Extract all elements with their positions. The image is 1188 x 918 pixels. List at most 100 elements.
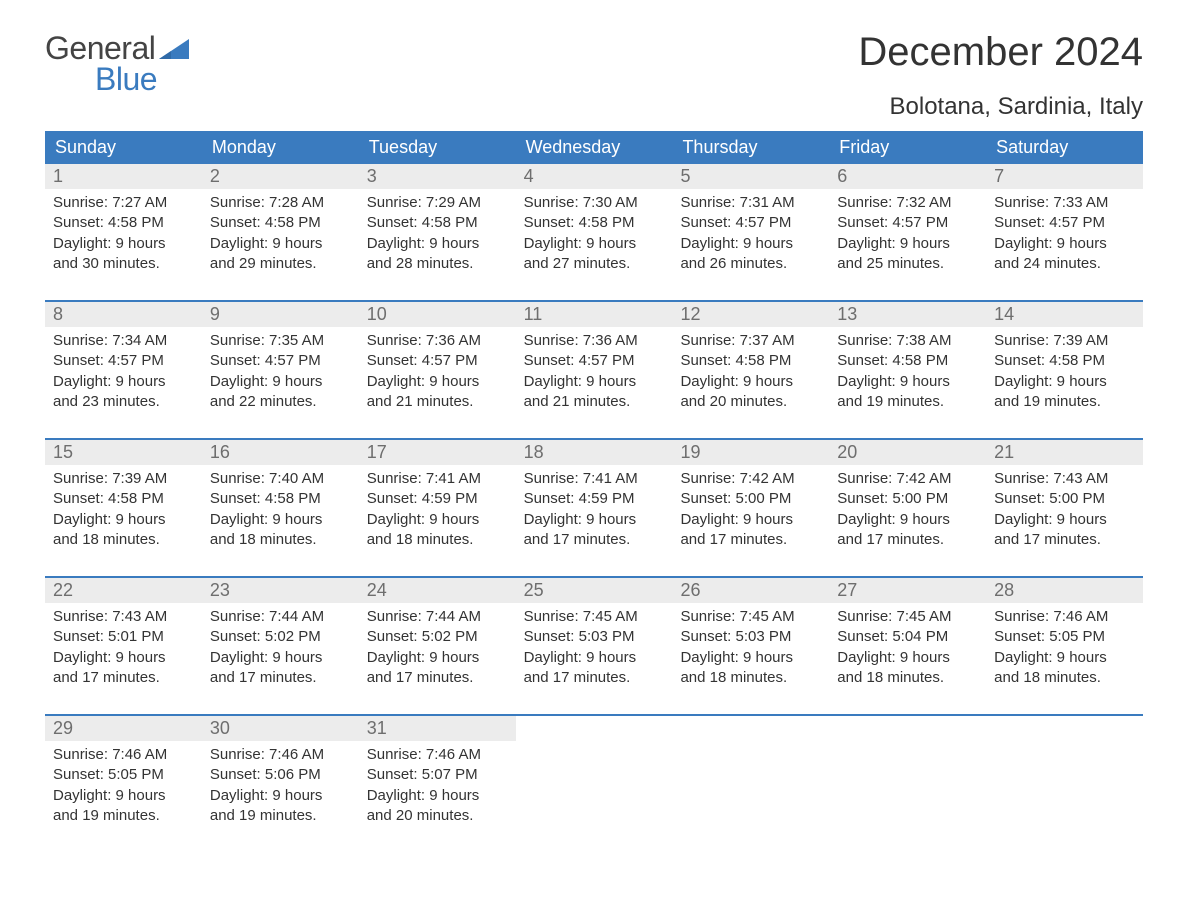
day-sunset: Sunset: 4:57 PM	[367, 351, 508, 371]
day-dl1: Daylight: 9 hours	[367, 234, 508, 254]
day-number: 8	[45, 302, 202, 327]
day-sunrise: Sunrise: 7:29 AM	[367, 193, 508, 213]
day-sunrise: Sunrise: 7:42 AM	[837, 469, 978, 489]
day-dl2: and 17 minutes.	[367, 668, 508, 688]
calendar-day: 9Sunrise: 7:35 AMSunset: 4:57 PMDaylight…	[202, 302, 359, 420]
day-number: 30	[202, 716, 359, 741]
calendar-week: 1Sunrise: 7:27 AMSunset: 4:58 PMDaylight…	[45, 164, 1143, 282]
day-body: Sunrise: 7:32 AMSunset: 4:57 PMDaylight:…	[829, 189, 986, 274]
day-body: Sunrise: 7:42 AMSunset: 5:00 PMDaylight:…	[829, 465, 986, 550]
calendar-day: 10Sunrise: 7:36 AMSunset: 4:57 PMDayligh…	[359, 302, 516, 420]
day-dl1: Daylight: 9 hours	[837, 234, 978, 254]
day-sunset: Sunset: 5:07 PM	[367, 765, 508, 785]
day-sunrise: Sunrise: 7:27 AM	[53, 193, 194, 213]
day-sunset: Sunset: 5:05 PM	[53, 765, 194, 785]
day-body: Sunrise: 7:43 AMSunset: 5:00 PMDaylight:…	[986, 465, 1143, 550]
day-sunrise: Sunrise: 7:38 AM	[837, 331, 978, 351]
day-number: 21	[986, 440, 1143, 465]
day-dl1: Daylight: 9 hours	[524, 648, 665, 668]
day-dl1: Daylight: 9 hours	[524, 510, 665, 530]
day-sunrise: Sunrise: 7:39 AM	[53, 469, 194, 489]
day-dl1: Daylight: 9 hours	[367, 510, 508, 530]
day-body: Sunrise: 7:46 AMSunset: 5:05 PMDaylight:…	[986, 603, 1143, 688]
day-dl2: and 27 minutes.	[524, 254, 665, 274]
day-sunset: Sunset: 4:58 PM	[210, 213, 351, 233]
day-dl2: and 26 minutes.	[680, 254, 821, 274]
day-number: 16	[202, 440, 359, 465]
day-sunrise: Sunrise: 7:36 AM	[367, 331, 508, 351]
day-dl1: Daylight: 9 hours	[367, 372, 508, 392]
day-number: 7	[986, 164, 1143, 189]
calendar-day	[986, 716, 1143, 834]
day-dl1: Daylight: 9 hours	[53, 786, 194, 806]
day-dl2: and 17 minutes.	[53, 668, 194, 688]
day-dl2: and 23 minutes.	[53, 392, 194, 412]
day-dl1: Daylight: 9 hours	[367, 648, 508, 668]
calendar-day: 11Sunrise: 7:36 AMSunset: 4:57 PMDayligh…	[516, 302, 673, 420]
day-dl2: and 18 minutes.	[210, 530, 351, 550]
calendar-day: 31Sunrise: 7:46 AMSunset: 5:07 PMDayligh…	[359, 716, 516, 834]
day-sunset: Sunset: 5:02 PM	[210, 627, 351, 647]
day-body: Sunrise: 7:41 AMSunset: 4:59 PMDaylight:…	[359, 465, 516, 550]
calendar-day: 28Sunrise: 7:46 AMSunset: 5:05 PMDayligh…	[986, 578, 1143, 696]
dow-wednesday: Wednesday	[516, 131, 673, 164]
day-body: Sunrise: 7:44 AMSunset: 5:02 PMDaylight:…	[359, 603, 516, 688]
day-sunrise: Sunrise: 7:30 AM	[524, 193, 665, 213]
day-sunrise: Sunrise: 7:41 AM	[367, 469, 508, 489]
calendar-day: 18Sunrise: 7:41 AMSunset: 4:59 PMDayligh…	[516, 440, 673, 558]
day-sunset: Sunset: 5:00 PM	[837, 489, 978, 509]
day-sunrise: Sunrise: 7:45 AM	[680, 607, 821, 627]
day-sunset: Sunset: 4:58 PM	[210, 489, 351, 509]
page: General Blue December 2024 Bolotana, Sar…	[0, 0, 1188, 894]
day-sunrise: Sunrise: 7:44 AM	[367, 607, 508, 627]
day-number: 5	[672, 164, 829, 189]
day-number: 29	[45, 716, 202, 741]
day-body: Sunrise: 7:42 AMSunset: 5:00 PMDaylight:…	[672, 465, 829, 550]
day-dl2: and 17 minutes.	[994, 530, 1135, 550]
day-body: Sunrise: 7:36 AMSunset: 4:57 PMDaylight:…	[359, 327, 516, 412]
day-dl2: and 19 minutes.	[210, 806, 351, 826]
dow-saturday: Saturday	[986, 131, 1143, 164]
day-sunrise: Sunrise: 7:36 AM	[524, 331, 665, 351]
day-number: 27	[829, 578, 986, 603]
day-sunset: Sunset: 4:57 PM	[53, 351, 194, 371]
calendar-day	[672, 716, 829, 834]
day-sunset: Sunset: 4:57 PM	[837, 213, 978, 233]
calendar-day: 26Sunrise: 7:45 AMSunset: 5:03 PMDayligh…	[672, 578, 829, 696]
day-sunrise: Sunrise: 7:46 AM	[53, 745, 194, 765]
calendar-day: 12Sunrise: 7:37 AMSunset: 4:58 PMDayligh…	[672, 302, 829, 420]
day-sunrise: Sunrise: 7:43 AM	[994, 469, 1135, 489]
day-sunrise: Sunrise: 7:45 AM	[837, 607, 978, 627]
day-body: Sunrise: 7:29 AMSunset: 4:58 PMDaylight:…	[359, 189, 516, 274]
day-sunset: Sunset: 4:57 PM	[994, 213, 1135, 233]
day-sunrise: Sunrise: 7:44 AM	[210, 607, 351, 627]
day-dl1: Daylight: 9 hours	[210, 372, 351, 392]
day-body: Sunrise: 7:36 AMSunset: 4:57 PMDaylight:…	[516, 327, 673, 412]
day-sunrise: Sunrise: 7:28 AM	[210, 193, 351, 213]
day-number: 2	[202, 164, 359, 189]
day-body: Sunrise: 7:46 AMSunset: 5:06 PMDaylight:…	[202, 741, 359, 826]
day-body: Sunrise: 7:44 AMSunset: 5:02 PMDaylight:…	[202, 603, 359, 688]
day-sunset: Sunset: 4:59 PM	[367, 489, 508, 509]
day-body: Sunrise: 7:35 AMSunset: 4:57 PMDaylight:…	[202, 327, 359, 412]
day-sunrise: Sunrise: 7:31 AM	[680, 193, 821, 213]
day-sunset: Sunset: 4:58 PM	[367, 213, 508, 233]
logo: General Blue	[45, 30, 189, 98]
day-dl2: and 18 minutes.	[994, 668, 1135, 688]
day-dl2: and 17 minutes.	[524, 530, 665, 550]
calendar-day: 2Sunrise: 7:28 AMSunset: 4:58 PMDaylight…	[202, 164, 359, 282]
day-dl2: and 30 minutes.	[53, 254, 194, 274]
day-dl2: and 17 minutes.	[680, 530, 821, 550]
day-dl1: Daylight: 9 hours	[680, 510, 821, 530]
day-number: 11	[516, 302, 673, 327]
calendar-day: 6Sunrise: 7:32 AMSunset: 4:57 PMDaylight…	[829, 164, 986, 282]
day-body: Sunrise: 7:34 AMSunset: 4:57 PMDaylight:…	[45, 327, 202, 412]
calendar-day	[516, 716, 673, 834]
day-dl2: and 20 minutes.	[680, 392, 821, 412]
day-number: 26	[672, 578, 829, 603]
day-dl1: Daylight: 9 hours	[53, 372, 194, 392]
day-number: 17	[359, 440, 516, 465]
day-sunrise: Sunrise: 7:35 AM	[210, 331, 351, 351]
day-body: Sunrise: 7:45 AMSunset: 5:03 PMDaylight:…	[672, 603, 829, 688]
day-number: 19	[672, 440, 829, 465]
